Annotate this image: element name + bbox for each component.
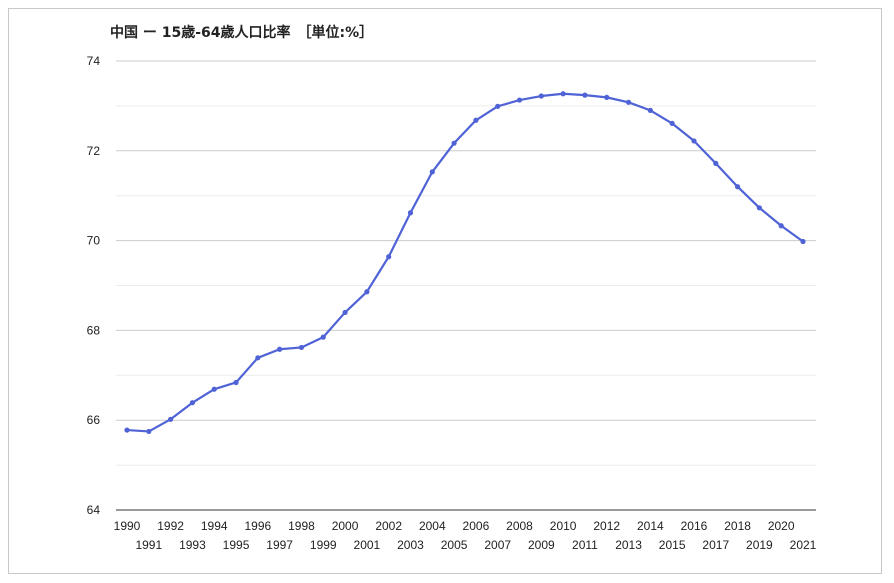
x-tick-label: 1991 bbox=[135, 538, 162, 552]
x-tick-label: 2003 bbox=[397, 538, 424, 552]
data-point[interactable] bbox=[691, 138, 697, 144]
data-point[interactable] bbox=[211, 386, 217, 392]
y-tick-label: 64 bbox=[87, 503, 101, 517]
x-tick-label: 2001 bbox=[354, 538, 381, 552]
data-point[interactable] bbox=[298, 344, 305, 351]
data-point[interactable] bbox=[168, 416, 174, 422]
y-tick-label: 74 bbox=[87, 54, 101, 68]
x-tick-label: 1995 bbox=[223, 538, 250, 552]
data-point[interactable] bbox=[800, 238, 806, 245]
x-tick-label: 2021 bbox=[790, 538, 817, 552]
x-tick-label: 2016 bbox=[681, 519, 708, 533]
x-tick-label: 1999 bbox=[310, 538, 337, 552]
data-point[interactable] bbox=[756, 205, 762, 211]
chart-frame bbox=[8, 8, 882, 574]
data-point[interactable] bbox=[516, 97, 523, 103]
x-tick-label: 2017 bbox=[702, 538, 729, 552]
data-point[interactable] bbox=[124, 427, 130, 433]
data-point[interactable] bbox=[778, 223, 784, 229]
x-tick-label: 2020 bbox=[768, 519, 795, 533]
y-tick-label: 70 bbox=[87, 234, 101, 248]
x-tick-label: 2018 bbox=[724, 519, 751, 533]
data-point[interactable] bbox=[277, 346, 283, 352]
data-point[interactable] bbox=[669, 120, 675, 127]
x-tick-label: 2006 bbox=[463, 519, 490, 533]
x-tick-label: 1993 bbox=[179, 538, 206, 552]
series-line bbox=[126, 92, 804, 433]
x-tick-label: 2000 bbox=[332, 519, 359, 533]
x-tick-label: 2010 bbox=[550, 519, 577, 533]
x-tick-label: 2007 bbox=[484, 538, 511, 552]
x-tick-label: 2011 bbox=[572, 538, 598, 552]
x-tick-label: 2004 bbox=[419, 519, 446, 533]
x-tick-label: 1996 bbox=[244, 519, 271, 533]
data-point[interactable] bbox=[495, 103, 501, 109]
x-tick-label: 1992 bbox=[157, 519, 184, 533]
data-point[interactable] bbox=[560, 91, 566, 97]
x-tick-label: 2002 bbox=[375, 519, 402, 533]
x-tick-label: 1998 bbox=[288, 519, 315, 533]
x-tick-label: 2019 bbox=[746, 538, 773, 552]
x-tick-label: 2008 bbox=[506, 519, 533, 533]
data-point[interactable] bbox=[429, 169, 435, 175]
x-tick-label: 2014 bbox=[637, 519, 664, 533]
x-tick-label: 1994 bbox=[201, 519, 228, 533]
x-tick-label: 2012 bbox=[593, 519, 620, 533]
data-point[interactable] bbox=[255, 355, 261, 361]
data-point[interactable] bbox=[582, 92, 588, 98]
data-point[interactable] bbox=[604, 94, 610, 100]
series-group bbox=[124, 91, 806, 435]
data-point[interactable] bbox=[233, 379, 239, 386]
data-point[interactable] bbox=[146, 428, 152, 435]
y-axis-ticks: 64 66 68 70 72 74 bbox=[87, 54, 101, 517]
x-tick-label: 2013 bbox=[615, 538, 642, 552]
x-tick-label: 2009 bbox=[528, 538, 555, 552]
data-point[interactable] bbox=[734, 184, 741, 190]
data-point[interactable] bbox=[451, 140, 457, 146]
y-tick-label: 66 bbox=[87, 413, 101, 427]
data-point[interactable] bbox=[364, 289, 370, 295]
data-point[interactable] bbox=[538, 93, 544, 99]
data-point[interactable] bbox=[386, 254, 392, 260]
data-point[interactable] bbox=[713, 160, 719, 166]
data-point[interactable] bbox=[625, 99, 632, 105]
data-point[interactable] bbox=[320, 334, 326, 340]
data-point[interactable] bbox=[342, 309, 348, 316]
x-tick-label: 2005 bbox=[441, 538, 468, 552]
x-tick-label: 1997 bbox=[266, 538, 293, 552]
chart-title: 中国 ー 15歳-64歳人口比率 ［単位:%］ bbox=[110, 25, 374, 41]
data-point[interactable] bbox=[189, 400, 196, 406]
x-tick-label: 1990 bbox=[114, 519, 141, 533]
data-point[interactable] bbox=[647, 107, 653, 113]
data-point[interactable] bbox=[407, 210, 414, 216]
y-tick-label: 68 bbox=[87, 323, 101, 337]
y-tick-label: 72 bbox=[87, 144, 101, 158]
gridlines bbox=[116, 60, 816, 511]
x-tick-label: 2015 bbox=[659, 538, 686, 552]
x-axis-ticks: 1990 1991 1992 1993 1994 1995 1996 1997 1998 1999… bbox=[114, 519, 817, 552]
data-point[interactable] bbox=[473, 117, 479, 123]
